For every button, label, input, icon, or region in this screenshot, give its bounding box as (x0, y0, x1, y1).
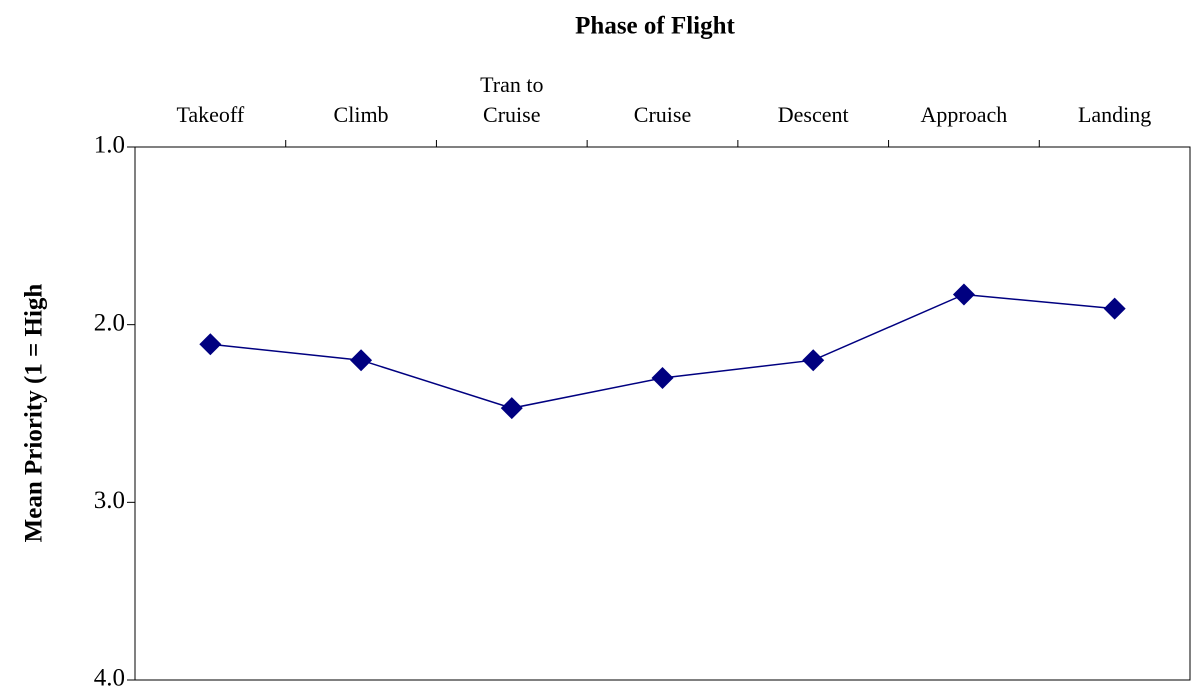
y-axis-title: Mean Priority (1 = High (21, 284, 48, 543)
y-tick-label: 4.0 (94, 665, 125, 692)
chart-title: Phase of Flight (575, 13, 735, 40)
series-line (210, 293, 1115, 409)
data-point (802, 349, 825, 372)
data-point (952, 283, 975, 306)
x-tick-label: Tran to Cruise (480, 72, 544, 127)
x-tick-label: Cruise (633, 102, 692, 127)
data-point (500, 397, 523, 420)
y-tick-label: 3.0 (94, 487, 125, 514)
x-tick-label: Descent (777, 102, 849, 127)
x-tick-label: Takeoff (176, 102, 245, 127)
data-point (350, 349, 373, 372)
plot-frame (134, 146, 1191, 681)
x-tick-label: Landing (1077, 102, 1152, 127)
y-tick-label: 1.0 (94, 132, 125, 159)
x-tick-label: Approach (920, 102, 1008, 127)
data-point (1103, 297, 1126, 320)
data-point (199, 333, 222, 356)
y-tick-label: 2.0 (94, 309, 125, 336)
x-tick-label: Climb (333, 102, 389, 127)
data-point (651, 366, 674, 389)
